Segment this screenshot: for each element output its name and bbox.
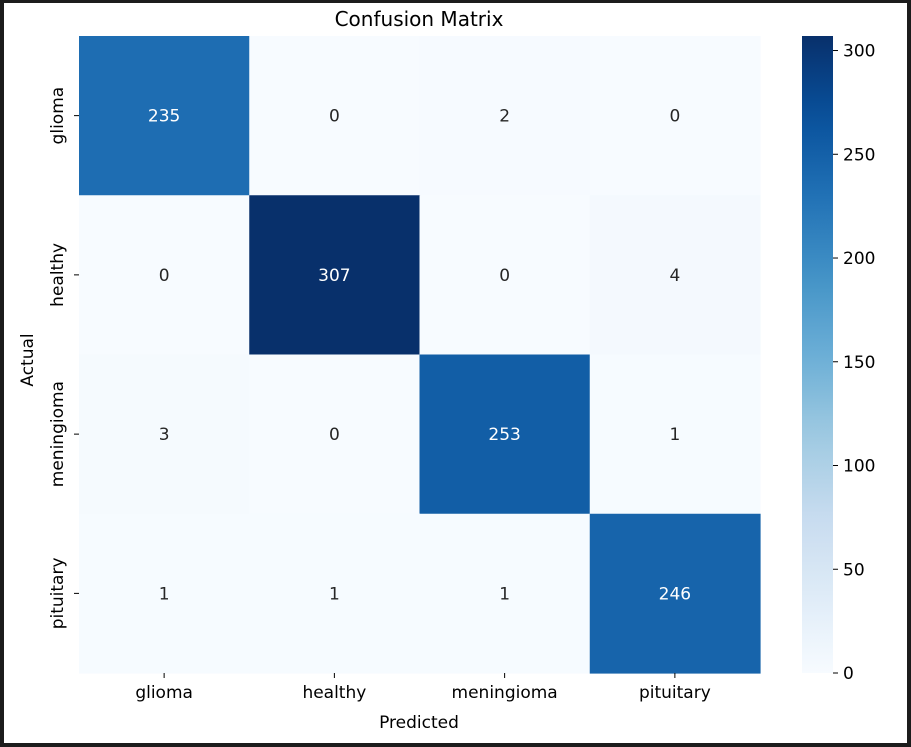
- cell-annotations: 235 0 2 0 0 307 0 4 3 0 253 1 1 1 1 246: [148, 107, 691, 605]
- heatmap-cell: [419, 36, 591, 196]
- y-tick-label: pituitary: [48, 557, 68, 629]
- colorbar-tick-label: 200: [843, 249, 875, 269]
- x-axis-label: Predicted: [379, 713, 459, 733]
- cell-value-label: 0: [329, 425, 340, 445]
- chart-title: Confusion Matrix: [335, 7, 504, 31]
- colorbar-tick-label: 100: [843, 457, 875, 477]
- heatmap-cell: [79, 354, 250, 515]
- cell-value-label: 307: [318, 266, 350, 286]
- y-tick-label: meningioma: [48, 381, 68, 487]
- chart-figure: Confusion Matrix 235 0 2 0 0 307 0 4 3 0 253 1 1 1 1 24…: [4, 3, 907, 743]
- cell-value-label: 2: [499, 107, 510, 127]
- heatmap-cell: [589, 354, 761, 515]
- colorbar-gradient: [802, 36, 833, 673]
- cell-value-label: 3: [159, 425, 170, 445]
- y-tick-label: healthy: [48, 243, 68, 307]
- confusion-matrix-heatmap: Confusion Matrix 235 0 2 00 307 0 43 0 253 11 1 1 24…: [18, 7, 875, 733]
- cell-value-label: 0: [669, 107, 680, 127]
- heatmap-cell: [79, 36, 250, 196]
- x-tick-label: pituitary: [639, 683, 711, 703]
- colorbar: 0 50 100 150 200 250 300: [802, 36, 875, 684]
- heatmap-cell: [419, 513, 591, 674]
- cell-value-label: 253: [488, 425, 520, 445]
- heatmap-cell: [249, 354, 421, 515]
- colorbar-tick-label: 50: [843, 560, 865, 580]
- cell-value-label: 1: [329, 584, 340, 604]
- heatmap-cell: [589, 36, 761, 196]
- heatmap-cell: [79, 513, 250, 674]
- cell-value-label: 235: [148, 107, 180, 127]
- cell-value-label: 0: [159, 266, 170, 286]
- colorbar-tick-label: 150: [843, 353, 875, 373]
- x-tick-label: healthy: [302, 683, 366, 703]
- heatmap-cell: [589, 513, 761, 674]
- x-axis: glioma healthy meningioma pituitary: [135, 673, 711, 703]
- heatmap-cells: [79, 36, 761, 674]
- cell-value-label: 1: [159, 584, 170, 604]
- heatmap-cell: [419, 354, 591, 515]
- cell-value-label: 0: [329, 107, 340, 127]
- heatmap-cell: [419, 195, 591, 356]
- colorbar-tick-label: 0: [843, 664, 854, 684]
- colorbar-tick-label: 250: [843, 145, 875, 165]
- cell-value-label: 4: [669, 266, 680, 286]
- y-axis-label: Actual: [18, 333, 38, 386]
- cell-value-label: 1: [669, 425, 680, 445]
- x-tick-label: glioma: [135, 683, 193, 703]
- y-tick-label: glioma: [48, 87, 68, 145]
- y-axis: glioma healthy meningioma pituitary: [48, 87, 79, 629]
- cell-value-label: 0: [499, 266, 510, 286]
- cell-value-label: 246: [659, 584, 691, 604]
- colorbar-tick-label: 300: [843, 42, 875, 62]
- heatmap-cell: [249, 36, 421, 196]
- heatmap-cell: [249, 513, 421, 674]
- heatmap-cell: [249, 195, 421, 356]
- heatmap-cell: [589, 195, 761, 356]
- cell-value-label: 1: [499, 584, 510, 604]
- x-tick-label: meningioma: [452, 683, 558, 703]
- heatmap-cell: [79, 195, 250, 356]
